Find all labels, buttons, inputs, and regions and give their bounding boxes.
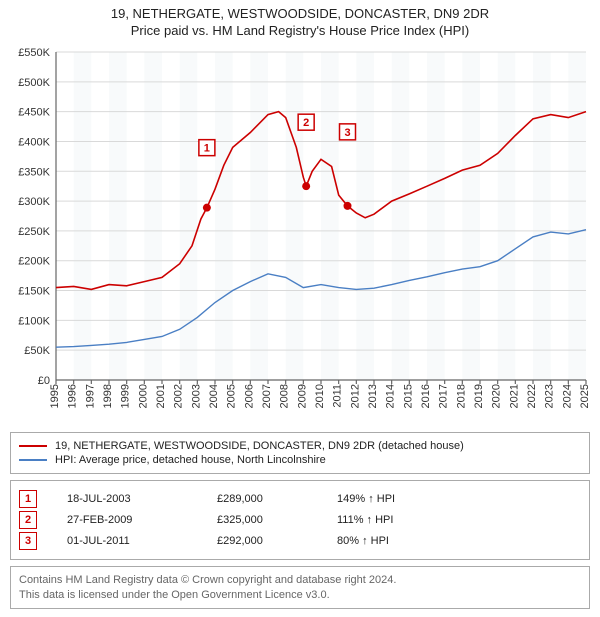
svg-text:2021: 2021 [508, 384, 520, 408]
legend-label: 19, NETHERGATE, WESTWOODSIDE, DONCASTER,… [55, 440, 464, 452]
svg-text:2018: 2018 [455, 384, 467, 408]
sale-date: 01-JUL-2011 [67, 535, 217, 547]
title-address: 19, NETHERGATE, WESTWOODSIDE, DONCASTER,… [4, 6, 596, 23]
svg-text:2014: 2014 [385, 384, 397, 408]
title-subtitle: Price paid vs. HM Land Registry's House … [4, 23, 596, 40]
svg-text:£100K: £100K [18, 315, 50, 327]
legend-swatch [19, 459, 47, 461]
sale-pct: 149% ↑ HPI [337, 493, 395, 505]
svg-text:2022: 2022 [526, 384, 538, 408]
svg-text:2025: 2025 [579, 384, 591, 408]
svg-text:2024: 2024 [561, 384, 573, 408]
sale-marker-box: 1 [19, 490, 37, 508]
svg-text:2007: 2007 [261, 384, 273, 408]
svg-text:1998: 1998 [102, 384, 114, 408]
svg-text:1: 1 [204, 142, 210, 154]
sale-price: £289,000 [217, 493, 337, 505]
svg-text:2000: 2000 [137, 384, 149, 408]
svg-text:2: 2 [303, 117, 309, 129]
sales-table: 1 18-JUL-2003£289,000149% ↑ HPI 2 27-FEB-20… [10, 480, 590, 560]
svg-text:2015: 2015 [402, 384, 414, 408]
svg-text:2010: 2010 [314, 384, 326, 408]
svg-text:£200K: £200K [18, 256, 50, 268]
legend-swatch [19, 445, 47, 447]
sale-row: 2 27-FEB-2009£325,000111% ↑ HPI [19, 511, 581, 529]
license-note: Contains HM Land Registry data © Crown c… [10, 566, 590, 610]
svg-text:£300K: £300K [18, 196, 50, 208]
svg-text:£500K: £500K [18, 77, 50, 89]
svg-text:£250K: £250K [18, 226, 50, 238]
svg-text:2020: 2020 [491, 384, 503, 408]
svg-text:2019: 2019 [473, 384, 485, 408]
sale-pct: 111% ↑ HPI [337, 514, 393, 526]
svg-text:2013: 2013 [367, 384, 379, 408]
svg-text:2005: 2005 [226, 384, 238, 408]
sale-marker-box: 2 [19, 511, 37, 529]
sale-row: 3 01-JUL-2011£292,00080% ↑ HPI [19, 532, 581, 550]
svg-text:3: 3 [344, 127, 350, 139]
svg-text:2003: 2003 [190, 384, 202, 408]
svg-text:1997: 1997 [84, 384, 96, 408]
svg-text:2008: 2008 [279, 384, 291, 408]
sale-date: 27-FEB-2009 [67, 514, 217, 526]
license-line1: Contains HM Land Registry data © Crown c… [19, 573, 581, 588]
chart-svg: £0£50K£100K£150K£200K£250K£300K£350K£400… [8, 46, 592, 426]
legend-row: 19, NETHERGATE, WESTWOODSIDE, DONCASTER,… [19, 440, 581, 452]
sale-price: £292,000 [217, 535, 337, 547]
svg-text:2016: 2016 [420, 384, 432, 408]
sale-marker-box: 3 [19, 532, 37, 550]
svg-text:2023: 2023 [544, 384, 556, 408]
svg-text:2012: 2012 [349, 384, 361, 408]
svg-text:£50K: £50K [24, 345, 50, 357]
svg-text:£550K: £550K [18, 47, 50, 59]
chart: £0£50K£100K£150K£200K£250K£300K£350K£400… [8, 46, 592, 426]
legend-label: HPI: Average price, detached house, Nort… [55, 454, 326, 466]
svg-text:1999: 1999 [120, 384, 132, 408]
svg-text:2002: 2002 [173, 384, 185, 408]
sale-price: £325,000 [217, 514, 337, 526]
svg-text:2009: 2009 [296, 384, 308, 408]
legend: 19, NETHERGATE, WESTWOODSIDE, DONCASTER,… [10, 432, 590, 474]
svg-text:2017: 2017 [438, 384, 450, 408]
svg-text:1995: 1995 [49, 384, 61, 408]
svg-text:2001: 2001 [155, 384, 167, 408]
legend-row: HPI: Average price, detached house, Nort… [19, 454, 581, 466]
svg-text:2004: 2004 [208, 384, 220, 408]
svg-text:£400K: £400K [18, 136, 50, 148]
svg-text:2011: 2011 [332, 384, 344, 408]
svg-text:£450K: £450K [18, 106, 50, 118]
svg-text:£350K: £350K [18, 166, 50, 178]
svg-text:£150K: £150K [18, 285, 50, 297]
sale-pct: 80% ↑ HPI [337, 535, 389, 547]
svg-text:1996: 1996 [67, 384, 79, 408]
sale-date: 18-JUL-2003 [67, 493, 217, 505]
sale-row: 1 18-JUL-2003£289,000149% ↑ HPI [19, 490, 581, 508]
chart-titles: 19, NETHERGATE, WESTWOODSIDE, DONCASTER,… [0, 0, 600, 42]
svg-text:2006: 2006 [243, 384, 255, 408]
